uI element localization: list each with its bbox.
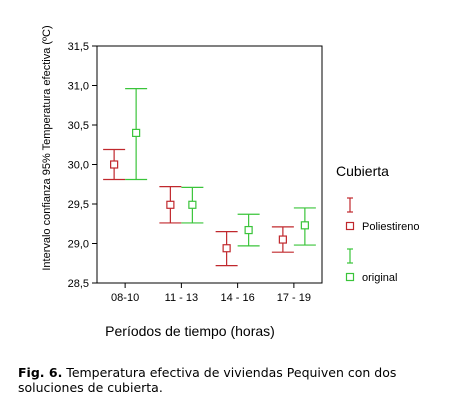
caption-label: Fig. 6. bbox=[18, 365, 63, 380]
legend-title: Cubierta bbox=[336, 163, 389, 179]
x-tick-label: 14 - 16 bbox=[221, 292, 255, 304]
legend-label: original bbox=[362, 272, 397, 284]
y-tick-label: 30,5 bbox=[68, 120, 89, 132]
mean-point bbox=[244, 225, 253, 235]
plot-area-frame bbox=[96, 45, 323, 284]
mean-point bbox=[222, 244, 231, 253]
chart: 28,5 29,0 29,5 30,0 30,5 31,0 31,5 08-10 11 - 1… bbox=[41, 25, 419, 339]
mean-point bbox=[110, 160, 119, 169]
mean-point bbox=[300, 221, 309, 230]
figure-caption: Fig. 6. Temperatura efectiva de vivienda… bbox=[18, 365, 438, 395]
caption-text: Temperatura efectiva de viviendas Pequiv… bbox=[18, 365, 397, 395]
y-tick-label: 29,0 bbox=[68, 239, 89, 251]
x-tick-label: 17 - 19 bbox=[277, 292, 311, 304]
legend-label: Poliestireno bbox=[362, 221, 419, 233]
y-tick-label: 31,0 bbox=[68, 81, 89, 93]
y-axis: 28,5 29,0 29,5 30,0 30,5 31,0 31,5 bbox=[68, 41, 97, 290]
y-tick-label: 28,5 bbox=[68, 278, 89, 290]
mean-point bbox=[166, 200, 175, 209]
series-poliestireno bbox=[103, 148, 294, 267]
y-tick-label: 31,5 bbox=[68, 41, 89, 53]
x-tick-label: 08-10 bbox=[111, 292, 139, 304]
y-tick-label: 30,0 bbox=[68, 160, 89, 172]
series-layer bbox=[103, 88, 316, 267]
x-axis: 08-10 11 - 13 14 - 16 17 - 19 bbox=[111, 283, 311, 304]
series-original bbox=[125, 88, 316, 247]
x-axis-label: Períodos de tiempo (horas) bbox=[105, 323, 275, 339]
y-tick-label: 29,5 bbox=[68, 199, 89, 211]
legend: Poliestireno original bbox=[345, 197, 419, 284]
mean-point bbox=[132, 128, 141, 137]
legend-marker bbox=[345, 221, 355, 231]
x-tick-label: 11 - 13 bbox=[165, 292, 198, 304]
mean-point bbox=[278, 235, 287, 244]
y-axis-label: Intervalo confianza 95% Temperatura efec… bbox=[41, 25, 53, 270]
legend-marker bbox=[345, 272, 355, 282]
mean-point bbox=[188, 200, 197, 209]
